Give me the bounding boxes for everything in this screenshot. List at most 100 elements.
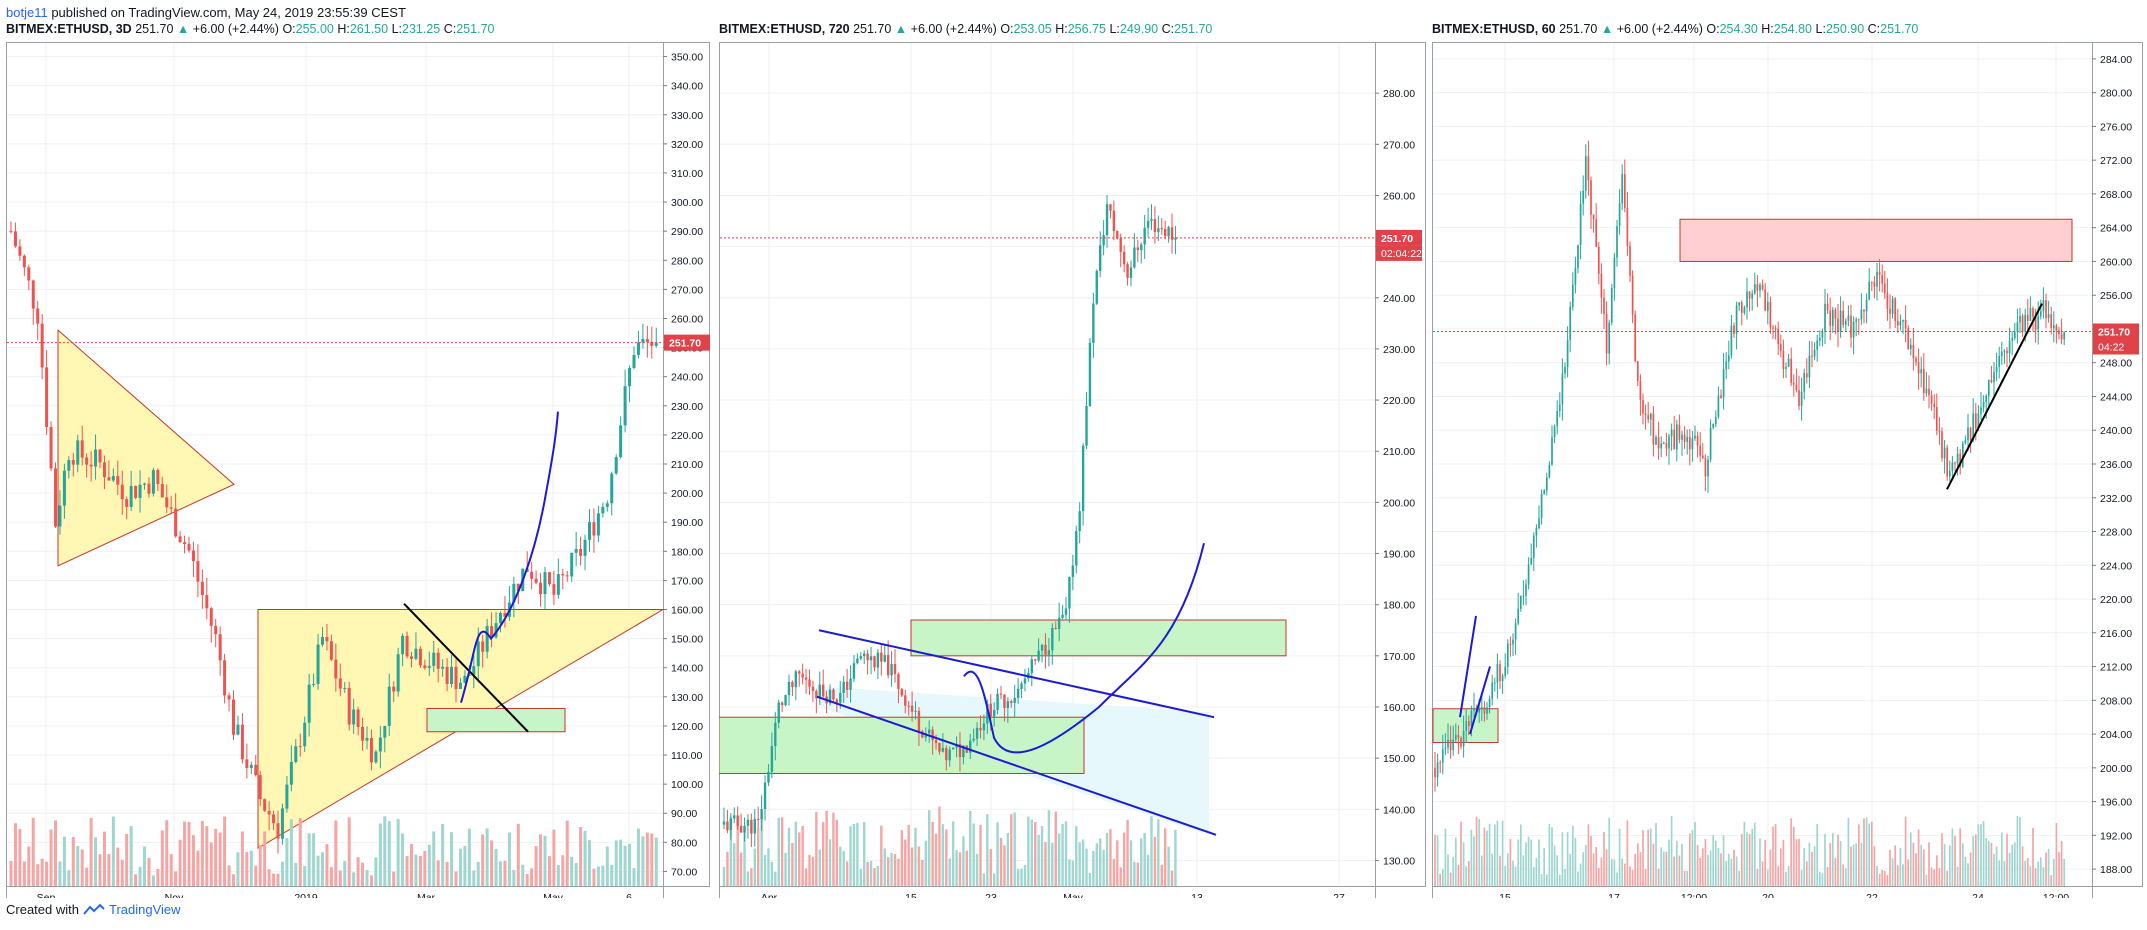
volume-bar <box>58 861 62 886</box>
candle-body <box>804 677 808 680</box>
candle-body <box>958 744 962 758</box>
volume-bar <box>1772 826 1774 886</box>
volume-bar <box>886 857 890 886</box>
open-value: 254.30 <box>1719 22 1758 36</box>
chart-pane-60[interactable]: BITMEX:ETHUSD, 60 251.70 ▲ +6.00 (+2.44%… <box>1432 22 2144 898</box>
volume-bar <box>2039 857 2042 886</box>
x-tick-label: 13 <box>1191 892 1203 898</box>
candle-body <box>1129 267 1133 278</box>
candle-body <box>1873 282 1876 287</box>
candle-body <box>450 666 454 685</box>
volume-bar <box>71 837 75 886</box>
volume-bar <box>240 831 244 886</box>
candle-body <box>774 722 777 747</box>
volume-bar <box>1023 865 1027 886</box>
volume-bar <box>996 822 999 886</box>
candle-body <box>1683 434 1686 442</box>
volume-bar <box>1595 846 1598 886</box>
chart-pane-3d[interactable]: BITMEX:ETHUSD, 3D 251.70 ▲ +6.00 (+2.44%… <box>6 22 711 898</box>
candle-body <box>969 740 972 753</box>
low-value: 249.90 <box>1119 22 1159 36</box>
volume-bar <box>383 816 387 886</box>
candle-body <box>80 440 84 458</box>
candle-body <box>866 653 869 661</box>
y-tick-label: 140.00 <box>671 663 703 675</box>
candle-body <box>2042 300 2045 312</box>
volume-bar <box>45 861 49 886</box>
volume-bar <box>1920 844 1923 886</box>
candle-body <box>200 581 204 596</box>
volume-bar <box>1499 855 1501 886</box>
candle-body <box>1153 219 1157 233</box>
candle-body <box>1167 227 1170 237</box>
candle-body <box>1925 388 1928 394</box>
author-link[interactable]: botje11 <box>6 5 48 20</box>
volume-bar <box>512 869 516 886</box>
volume-bar <box>825 810 828 886</box>
volume-bar <box>1738 870 1741 886</box>
volume-bar <box>1915 853 1917 886</box>
candle-body <box>1798 390 1800 406</box>
x-tick-label: 24 <box>1972 892 1984 898</box>
candle-body <box>49 427 53 469</box>
y-tick-label: 232.00 <box>2100 493 2132 505</box>
volume-bar <box>1532 866 1535 886</box>
volume-bar <box>1621 858 1624 886</box>
volume-bar <box>2032 828 2034 886</box>
tradingview-link[interactable]: TradingView <box>108 902 181 917</box>
candle-body <box>1122 251 1126 265</box>
volume-bar <box>534 846 538 886</box>
x-tick-label: May <box>543 892 564 898</box>
volume-bar <box>1095 843 1098 886</box>
volume-bar <box>169 854 173 886</box>
volume-bar <box>1566 832 1569 886</box>
candle-body <box>458 682 462 689</box>
chart-canvas-3d[interactable]: 70.00 80.00 90.00 100.00 110.00 120.00 130.00 1… <box>6 42 711 898</box>
candle-body <box>729 818 733 831</box>
volume-bar <box>1102 849 1105 886</box>
candle-body <box>876 652 880 668</box>
candle-body <box>561 574 565 576</box>
chart-pane-720[interactable]: BITMEX:ETHUSD, 720 251.70 ▲ +6.00 (+2.44… <box>719 22 1427 898</box>
volume-bar <box>1935 855 1938 886</box>
volume-bar <box>503 860 507 886</box>
volume-bar <box>423 850 427 886</box>
volume-bar <box>1506 853 1509 886</box>
volume-bar <box>1143 832 1146 886</box>
candle-body <box>2008 340 2011 354</box>
candle-body <box>1044 644 1047 655</box>
candle-body <box>1600 273 1603 298</box>
candle-body <box>1553 426 1556 438</box>
y-tick-label: 228.00 <box>2100 527 2132 539</box>
candle-body <box>1483 707 1486 714</box>
volume-bar <box>54 820 57 886</box>
candle-body <box>1522 595 1525 597</box>
candle-body <box>1829 310 1832 326</box>
volume-bar <box>2026 858 2029 886</box>
candle-body <box>418 648 422 666</box>
candle-body <box>1605 314 1608 354</box>
candle-body <box>1662 443 1665 445</box>
candle-body <box>1603 297 1605 315</box>
volume-bar <box>1699 857 1702 886</box>
candle-body <box>1738 302 1741 306</box>
volume-bar <box>1673 856 1676 886</box>
candle-body <box>245 759 249 768</box>
y-tick-label: 110.00 <box>671 750 702 762</box>
volume-bar <box>746 871 750 886</box>
volume-bar <box>1782 839 1785 886</box>
volume-bar <box>869 861 873 886</box>
chart-canvas-60[interactable]: 188.00 192.00 196.00 200.00 204.00 208.00 212.… <box>1432 42 2144 898</box>
candle-body <box>1886 293 1889 309</box>
chart-canvas-720[interactable]: 130.00 140.00 150.00 160.00 170.00 180.00 190.… <box>719 42 1427 898</box>
volume-bar <box>801 825 804 886</box>
volume-bar <box>1488 823 1491 886</box>
volume-bar <box>205 826 209 886</box>
volume-bar <box>454 871 458 886</box>
volume-bar <box>1709 850 1712 886</box>
volume-bar <box>1831 833 1834 886</box>
candle-body <box>1519 595 1522 609</box>
y-tick-label: 330.00 <box>671 110 703 122</box>
candle-body <box>1961 443 1964 468</box>
volume-bar <box>579 827 583 886</box>
